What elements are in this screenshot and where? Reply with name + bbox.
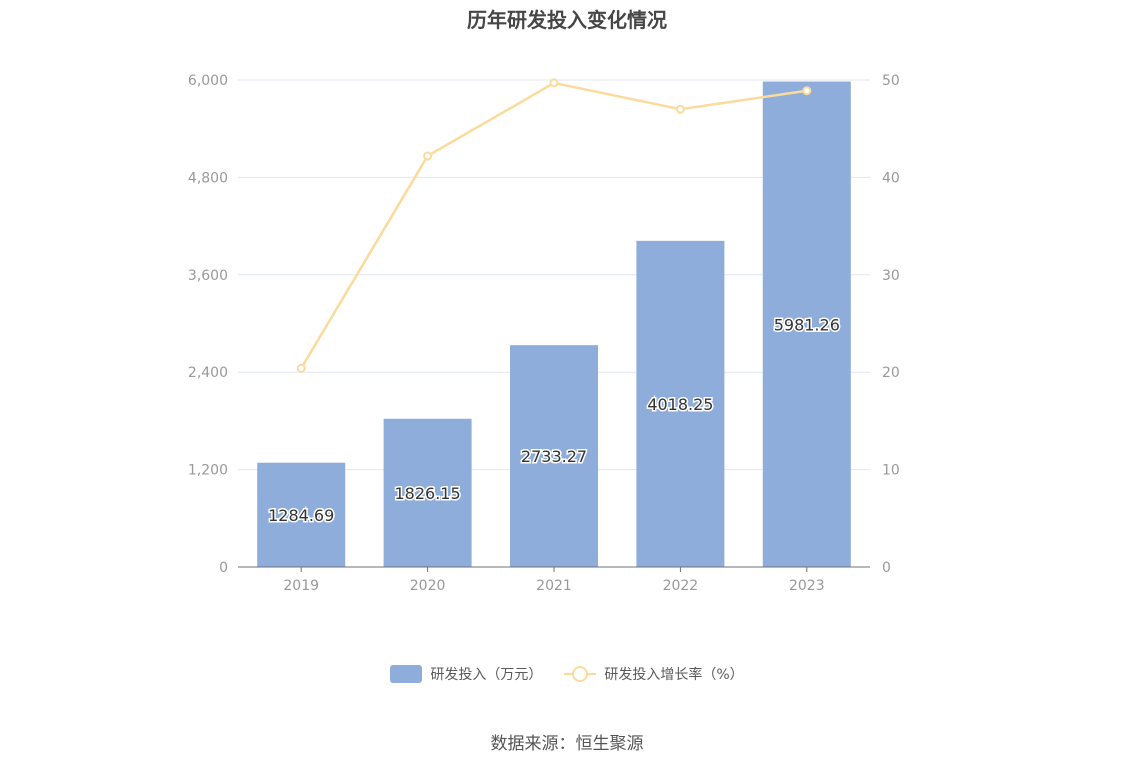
y-right-tick-label: 40 — [882, 170, 900, 186]
bar — [383, 418, 472, 567]
legend-item-line-series[interactable]: 研发投入增长率（%） — [564, 664, 744, 684]
x-tick-label: 2022 — [663, 578, 699, 594]
y-left-tick-label: 4,800 — [188, 170, 228, 186]
legend-label-line-series: 研发投入增长率（%） — [604, 667, 744, 683]
legend-label-bar-series: 研发投入（万元） — [430, 667, 543, 683]
growth-line — [300, 81, 807, 369]
legend-item-bar-series[interactable]: 研发投入（万元） — [390, 664, 542, 684]
x-tick-label: 2021 — [536, 578, 572, 594]
line-point — [802, 86, 812, 96]
legend-line-swatch — [564, 665, 597, 683]
bar-data-label: 5981.26 — [774, 315, 840, 334]
x-tick-label: 2019 — [283, 578, 319, 594]
bar — [762, 81, 851, 568]
bar — [510, 345, 598, 567]
y-left-tick-label: 1,200 — [188, 463, 228, 479]
y-right-tick-label: 50 — [882, 73, 900, 89]
source-note: 数据来源：恒生聚源 — [490, 734, 644, 754]
bar — [257, 462, 346, 567]
line-point — [296, 363, 306, 373]
legend: 研发投入（万元） 研发投入增长率（%） — [0, 664, 1134, 684]
bar-data-label: 1284.69 — [268, 506, 334, 525]
chart-title: 历年研发投入变化情况 — [467, 8, 667, 32]
y-left-tick-label: 0 — [219, 560, 228, 576]
bar-data-label: 2733.27 — [521, 447, 587, 466]
bar-data-label: 1826.15 — [395, 484, 461, 503]
line-point — [675, 104, 685, 114]
y-right-tick-label: 30 — [882, 268, 900, 284]
legend-bar-swatch — [390, 665, 423, 683]
x-tick-label: 2023 — [789, 578, 825, 594]
y-right-tick-label: 20 — [882, 365, 900, 381]
x-tick-label: 2020 — [410, 578, 446, 594]
bar-data-label: 4018.25 — [647, 395, 713, 414]
bar — [636, 240, 725, 567]
y-left-tick-label: 3,600 — [188, 268, 228, 284]
y-right-tick-label: 0 — [882, 560, 891, 576]
line-point — [549, 78, 559, 88]
line-point — [423, 151, 433, 161]
y-right-tick-label: 10 — [882, 463, 900, 479]
y-left-tick-label: 6,000 — [188, 73, 228, 89]
y-left-tick-label: 2,400 — [188, 365, 228, 381]
